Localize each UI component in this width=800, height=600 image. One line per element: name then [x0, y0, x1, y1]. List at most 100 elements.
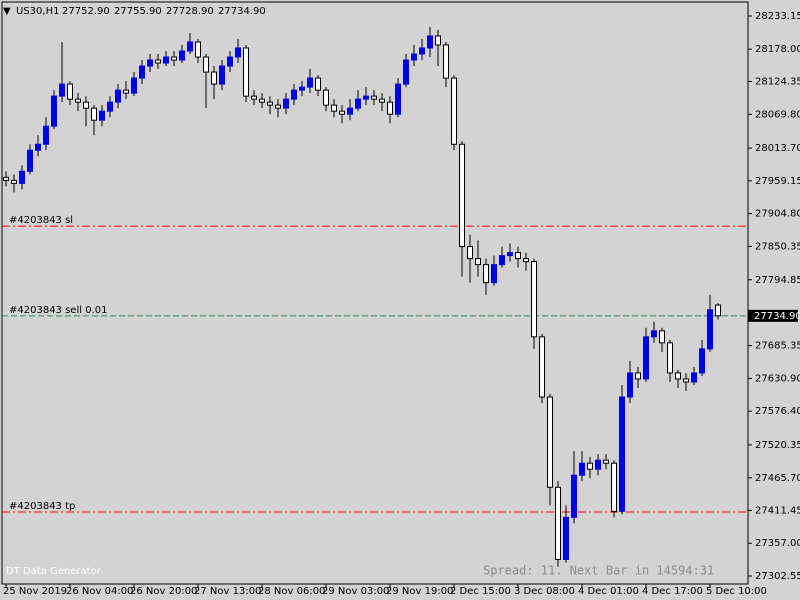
y-tick-label: 28124.35 — [755, 76, 800, 87]
candle-body — [411, 53, 417, 61]
candle-body — [491, 264, 497, 284]
x-tick-label: 28 Nov 06:00 — [258, 586, 325, 597]
candle-body — [427, 35, 433, 49]
y-tick-label: 27850.35 — [755, 241, 800, 252]
candle-body — [419, 47, 425, 55]
candle-body — [587, 462, 593, 470]
candle-body — [403, 59, 409, 85]
candle-body — [51, 95, 57, 127]
candle-body — [531, 261, 537, 338]
candle-body — [259, 98, 265, 103]
candle-body — [203, 56, 209, 73]
y-tick-label: 27357.00 — [755, 538, 800, 549]
x-tick-label: 2 Dec 15:00 — [450, 586, 511, 597]
candle-body — [339, 110, 345, 115]
x-tick-label: 25 Nov 2019 — [3, 586, 67, 597]
y-tick-label: 27465.70 — [755, 473, 800, 484]
candle-body — [379, 98, 385, 103]
candle-body — [227, 56, 233, 67]
candle-body — [443, 44, 449, 79]
candle-body — [235, 47, 241, 58]
y-tick-label: 28013.70 — [755, 143, 800, 154]
x-tick-label: 29 Nov 03:00 — [322, 586, 389, 597]
candle-body — [451, 77, 457, 145]
ohlc-open: 27752.90 — [62, 6, 110, 17]
candle-body — [315, 77, 321, 91]
x-tick-label: 26 Nov 20:00 — [130, 586, 197, 597]
bid-box — [748, 309, 798, 322]
candle-body — [267, 101, 273, 106]
candle-body — [35, 143, 41, 151]
candle-body — [395, 83, 401, 115]
candle-body — [307, 77, 313, 88]
x-tick-label: 27 Nov 13:00 — [194, 586, 261, 597]
candle-body — [355, 98, 361, 109]
candle-body — [19, 170, 25, 184]
candle-body — [299, 86, 305, 91]
ohlc-low: 27728.90 — [166, 6, 214, 17]
candle-body — [467, 246, 473, 260]
candle-body — [163, 56, 169, 64]
candle-body — [291, 89, 297, 100]
bid-label: 27734.90 — [754, 311, 800, 322]
candle-body — [699, 348, 705, 374]
candle-body — [91, 107, 97, 121]
y-tick-label: 28178.00 — [755, 44, 800, 55]
candle-body — [211, 71, 217, 85]
plot-frame — [1, 1, 749, 585]
candle-body — [187, 41, 193, 52]
candle-body — [155, 59, 161, 64]
candle-body — [107, 101, 113, 112]
candle-body — [635, 372, 641, 380]
candle-body — [75, 98, 81, 103]
candle-body — [131, 77, 137, 94]
candle-body — [59, 83, 65, 97]
candle-body — [555, 486, 561, 560]
candle-body — [251, 95, 257, 100]
candle-body — [123, 89, 129, 94]
candle-body — [595, 459, 601, 470]
candle-body — [475, 258, 481, 266]
candle-body — [667, 342, 673, 374]
candle-body — [483, 264, 489, 284]
candle-body — [219, 65, 225, 85]
candle-body — [43, 125, 49, 145]
candle-body — [275, 104, 281, 109]
x-tick-label: 5 Dec 10:00 — [706, 586, 767, 597]
order-label: #4203843 tp — [9, 501, 75, 512]
x-tick-label: 26 Nov 04:00 — [66, 586, 133, 597]
candle-body — [323, 89, 329, 106]
candle-body — [515, 252, 521, 260]
candle-body — [619, 396, 625, 512]
order-label: #4203843 sell 0.01 — [9, 305, 107, 316]
x-tick-label: 4 Dec 01:00 — [578, 586, 639, 597]
menu-arrow[interactable]: ▼ — [3, 6, 11, 17]
candle-body — [643, 336, 649, 380]
y-tick-label: 27904.80 — [755, 209, 800, 220]
candle-body — [283, 98, 289, 109]
candle-body — [27, 149, 33, 172]
candle-body — [563, 516, 569, 560]
y-tick-label: 27302.55 — [755, 571, 800, 582]
candle-body — [347, 107, 353, 115]
candle-body — [147, 59, 153, 67]
x-tick-label: 4 Dec 17:00 — [642, 586, 703, 597]
y-tick-label: 27630.90 — [755, 373, 800, 384]
watermark: DT Data Generator — [6, 566, 102, 577]
y-tick-label: 27794.85 — [755, 275, 800, 286]
candle-body — [179, 50, 185, 61]
candle-body — [507, 252, 513, 257]
candle-body — [547, 396, 553, 488]
candle-body — [539, 336, 545, 398]
candle-body — [371, 95, 377, 100]
candle-body — [579, 462, 585, 476]
y-tick-label: 27411.45 — [755, 505, 800, 516]
candle-body — [715, 304, 721, 317]
ohlc-high: 27755.90 — [114, 6, 162, 17]
candle-body — [115, 89, 121, 103]
candle-body — [435, 35, 441, 46]
candle-body — [707, 309, 713, 350]
candle-body — [99, 110, 105, 121]
